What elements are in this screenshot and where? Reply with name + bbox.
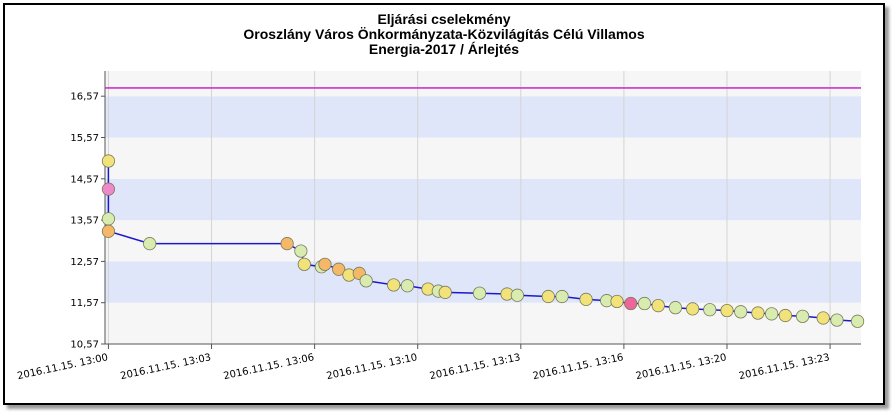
plot-bands — [105, 71, 861, 344]
plot-band — [105, 178, 861, 221]
x-tick-label: 2016.11.15. 13:03 — [119, 352, 212, 382]
data-point — [686, 302, 700, 316]
y-tick-label: 14,57 — [70, 174, 99, 185]
data-point — [778, 308, 793, 323]
data-point — [555, 289, 569, 304]
y-tick-label: 11,57 — [70, 298, 99, 309]
grid-lines — [107, 71, 831, 344]
y-tick-label: 15,57 — [70, 133, 99, 144]
data-point — [101, 154, 116, 168]
data-point — [297, 257, 311, 271]
x-tick-label: 2016.11.15. 13:13 — [429, 352, 522, 382]
data-point — [624, 296, 638, 311]
data-point — [734, 305, 748, 319]
line-chart: 10,57 11,57 12,57 13,57 14,57 15,57 16,57 2016… — [16, 11, 865, 382]
y-tick-label: 16,57 — [70, 92, 99, 103]
data-point — [294, 244, 308, 258]
chart-frame: 10,57 11,57 12,57 13,57 14,57 15,57 16,57 2016… — [3, 3, 885, 405]
plot-band — [105, 96, 861, 138]
data-point — [101, 212, 116, 226]
plot-band — [105, 220, 861, 262]
y-tick-label: 13,57 — [70, 216, 99, 227]
x-tick-label: 2016.11.15. 13:00 — [16, 352, 109, 382]
title-line-3: Energia-2017 / Árlejtés — [369, 41, 519, 57]
data-point — [703, 303, 717, 317]
data-point — [651, 298, 665, 313]
x-tick-label: 2016.11.15. 13:16 — [532, 352, 625, 382]
data-point — [318, 257, 332, 271]
data-point — [610, 294, 624, 309]
data-point — [795, 309, 810, 323]
chart-title: Eljárási cselekmény Oroszlány Város Önko… — [243, 11, 644, 57]
x-tick-label: 2016.11.15. 13:10 — [326, 352, 419, 382]
data-point — [101, 224, 116, 238]
series-group — [101, 154, 865, 328]
data-point — [765, 307, 779, 321]
plot-band — [105, 71, 861, 97]
data-point — [332, 262, 346, 276]
plot-band — [105, 302, 861, 344]
data-point — [359, 274, 373, 288]
title-line-1: Eljárási cselekmény — [377, 11, 510, 27]
x-tick-labels: 2016.11.15. 13:00 2016.11.15. 13:03 2016.1… — [16, 352, 830, 382]
data-point — [541, 289, 555, 304]
data-point — [668, 301, 683, 315]
data-point — [579, 292, 593, 306]
data-point — [720, 303, 734, 318]
y-tick-labels: 10,57 11,57 12,57 13,57 14,57 15,57 16,57 — [70, 92, 99, 351]
x-tick-label: 2016.11.15. 13:20 — [635, 352, 728, 382]
y-tick-label: 10,57 — [70, 340, 99, 351]
data-point — [438, 285, 452, 299]
data-point — [387, 278, 401, 292]
data-point — [472, 286, 487, 300]
y-tick-label: 12,57 — [70, 257, 99, 268]
data-point — [816, 311, 830, 325]
axes — [101, 71, 861, 349]
data-point — [751, 306, 765, 320]
data-point — [830, 313, 844, 327]
data-point — [143, 237, 157, 251]
data-point — [280, 237, 294, 251]
data-point — [400, 279, 414, 293]
data-point — [850, 314, 865, 328]
x-tick-label: 2016.11.15. 13:23 — [738, 352, 831, 382]
data-point — [510, 288, 524, 302]
plot-band — [105, 137, 861, 179]
title-line-2: Oroszlány Város Önkormányzata-Közvilágít… — [243, 26, 644, 42]
data-point — [101, 182, 116, 196]
x-tick-label: 2016.11.15. 13:06 — [223, 352, 316, 382]
data-point — [637, 296, 652, 311]
